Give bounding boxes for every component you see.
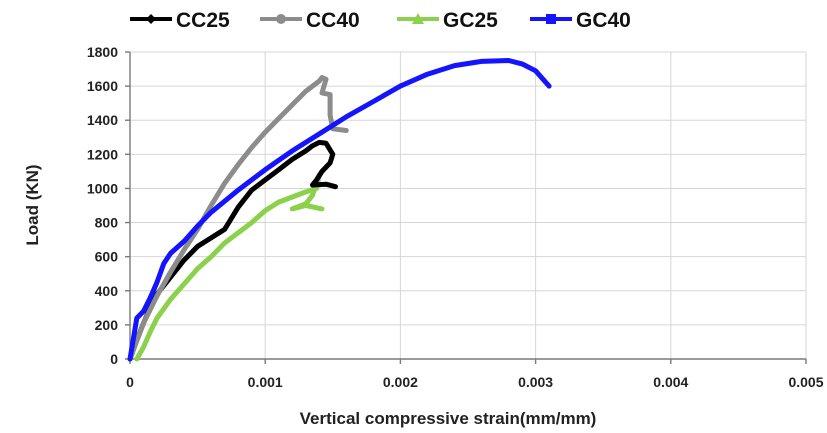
y-tick-label: 1200 (87, 146, 118, 162)
y-tick-label: 1000 (87, 180, 118, 196)
legend-marker (276, 14, 286, 24)
legend-label-cc25: CC25 (176, 9, 230, 32)
y-tick-label: 1800 (87, 44, 118, 60)
y-tick-labels: 0 200 400 600 800 1000 1200 1400 1600 1800 (87, 44, 118, 367)
x-tick-label: 0.003 (518, 374, 553, 390)
x-tick-label: 0.002 (383, 374, 418, 390)
axes (125, 51, 807, 364)
series-line-gc40 (127, 58, 552, 362)
y-tick-label: 1600 (87, 78, 118, 94)
x-tick-label: 0.004 (653, 374, 688, 390)
x-tick-label: 0 (126, 374, 134, 390)
y-tick-label: 400 (95, 283, 119, 299)
x-tick-labels: 0 0.001 0.002 0.003 0.004 0.005 (126, 374, 824, 390)
legend-marker (146, 14, 156, 24)
x-axis-title: Vertical compressive strain(mm/mm) (300, 409, 597, 428)
y-axis-title: Load (KN) (23, 164, 42, 245)
y-tick-label: 1400 (87, 112, 118, 128)
y-tick-label: 0 (110, 351, 118, 367)
grid (130, 51, 807, 359)
legend-marker (412, 13, 424, 24)
x-tick-label: 0.001 (248, 374, 283, 390)
x-tick-label: 0.005 (788, 374, 823, 390)
y-tick-label: 800 (95, 215, 119, 231)
series-line-cc40 (127, 75, 349, 362)
y-tick-label: 600 (95, 249, 119, 265)
y-tick-label: 200 (95, 317, 119, 333)
legend-label-gc25: GC25 (443, 9, 498, 32)
series-lines (127, 58, 552, 362)
legend-label-cc40: CC40 (306, 9, 360, 32)
legend: CC25 CC40 GC25 GC40 (130, 9, 631, 32)
series-line-gc25 (134, 172, 325, 362)
legend-marker (546, 14, 556, 24)
legend-label-gc40: GC40 (576, 9, 631, 32)
